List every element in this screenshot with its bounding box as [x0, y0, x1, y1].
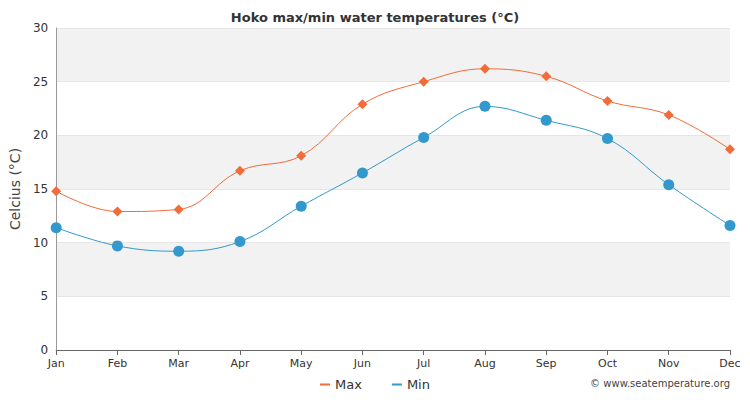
svg-text:Aug: Aug — [474, 357, 495, 370]
svg-text:Max: Max — [335, 377, 362, 392]
svg-text:30: 30 — [33, 21, 48, 35]
svg-text:10: 10 — [33, 236, 48, 250]
svg-text:Sep: Sep — [536, 357, 557, 370]
svg-text:Mar: Mar — [168, 357, 189, 370]
svg-text:Oct: Oct — [598, 357, 618, 370]
svg-text:Nov: Nov — [658, 357, 680, 370]
svg-text:15: 15 — [33, 182, 48, 196]
svg-text:May: May — [290, 357, 313, 370]
svg-text:5: 5 — [41, 289, 49, 303]
svg-text:© www.seatemperature.org: © www.seatemperature.org — [590, 378, 730, 389]
svg-text:Dec: Dec — [719, 357, 740, 370]
svg-text:20: 20 — [33, 128, 48, 142]
svg-text:Apr: Apr — [230, 357, 250, 370]
svg-text:0: 0 — [41, 343, 49, 357]
svg-text:25: 25 — [33, 75, 48, 89]
svg-text:Jun: Jun — [353, 357, 371, 370]
svg-text:Feb: Feb — [108, 357, 127, 370]
svg-text:Hoko max/min water temperature: Hoko max/min water temperatures (°C) — [231, 10, 519, 25]
svg-text:Jan: Jan — [47, 357, 65, 370]
svg-text:Min: Min — [407, 377, 430, 392]
svg-text:Jul: Jul — [416, 357, 430, 370]
svg-text:Celcius (°C): Celcius (°C) — [7, 148, 23, 230]
